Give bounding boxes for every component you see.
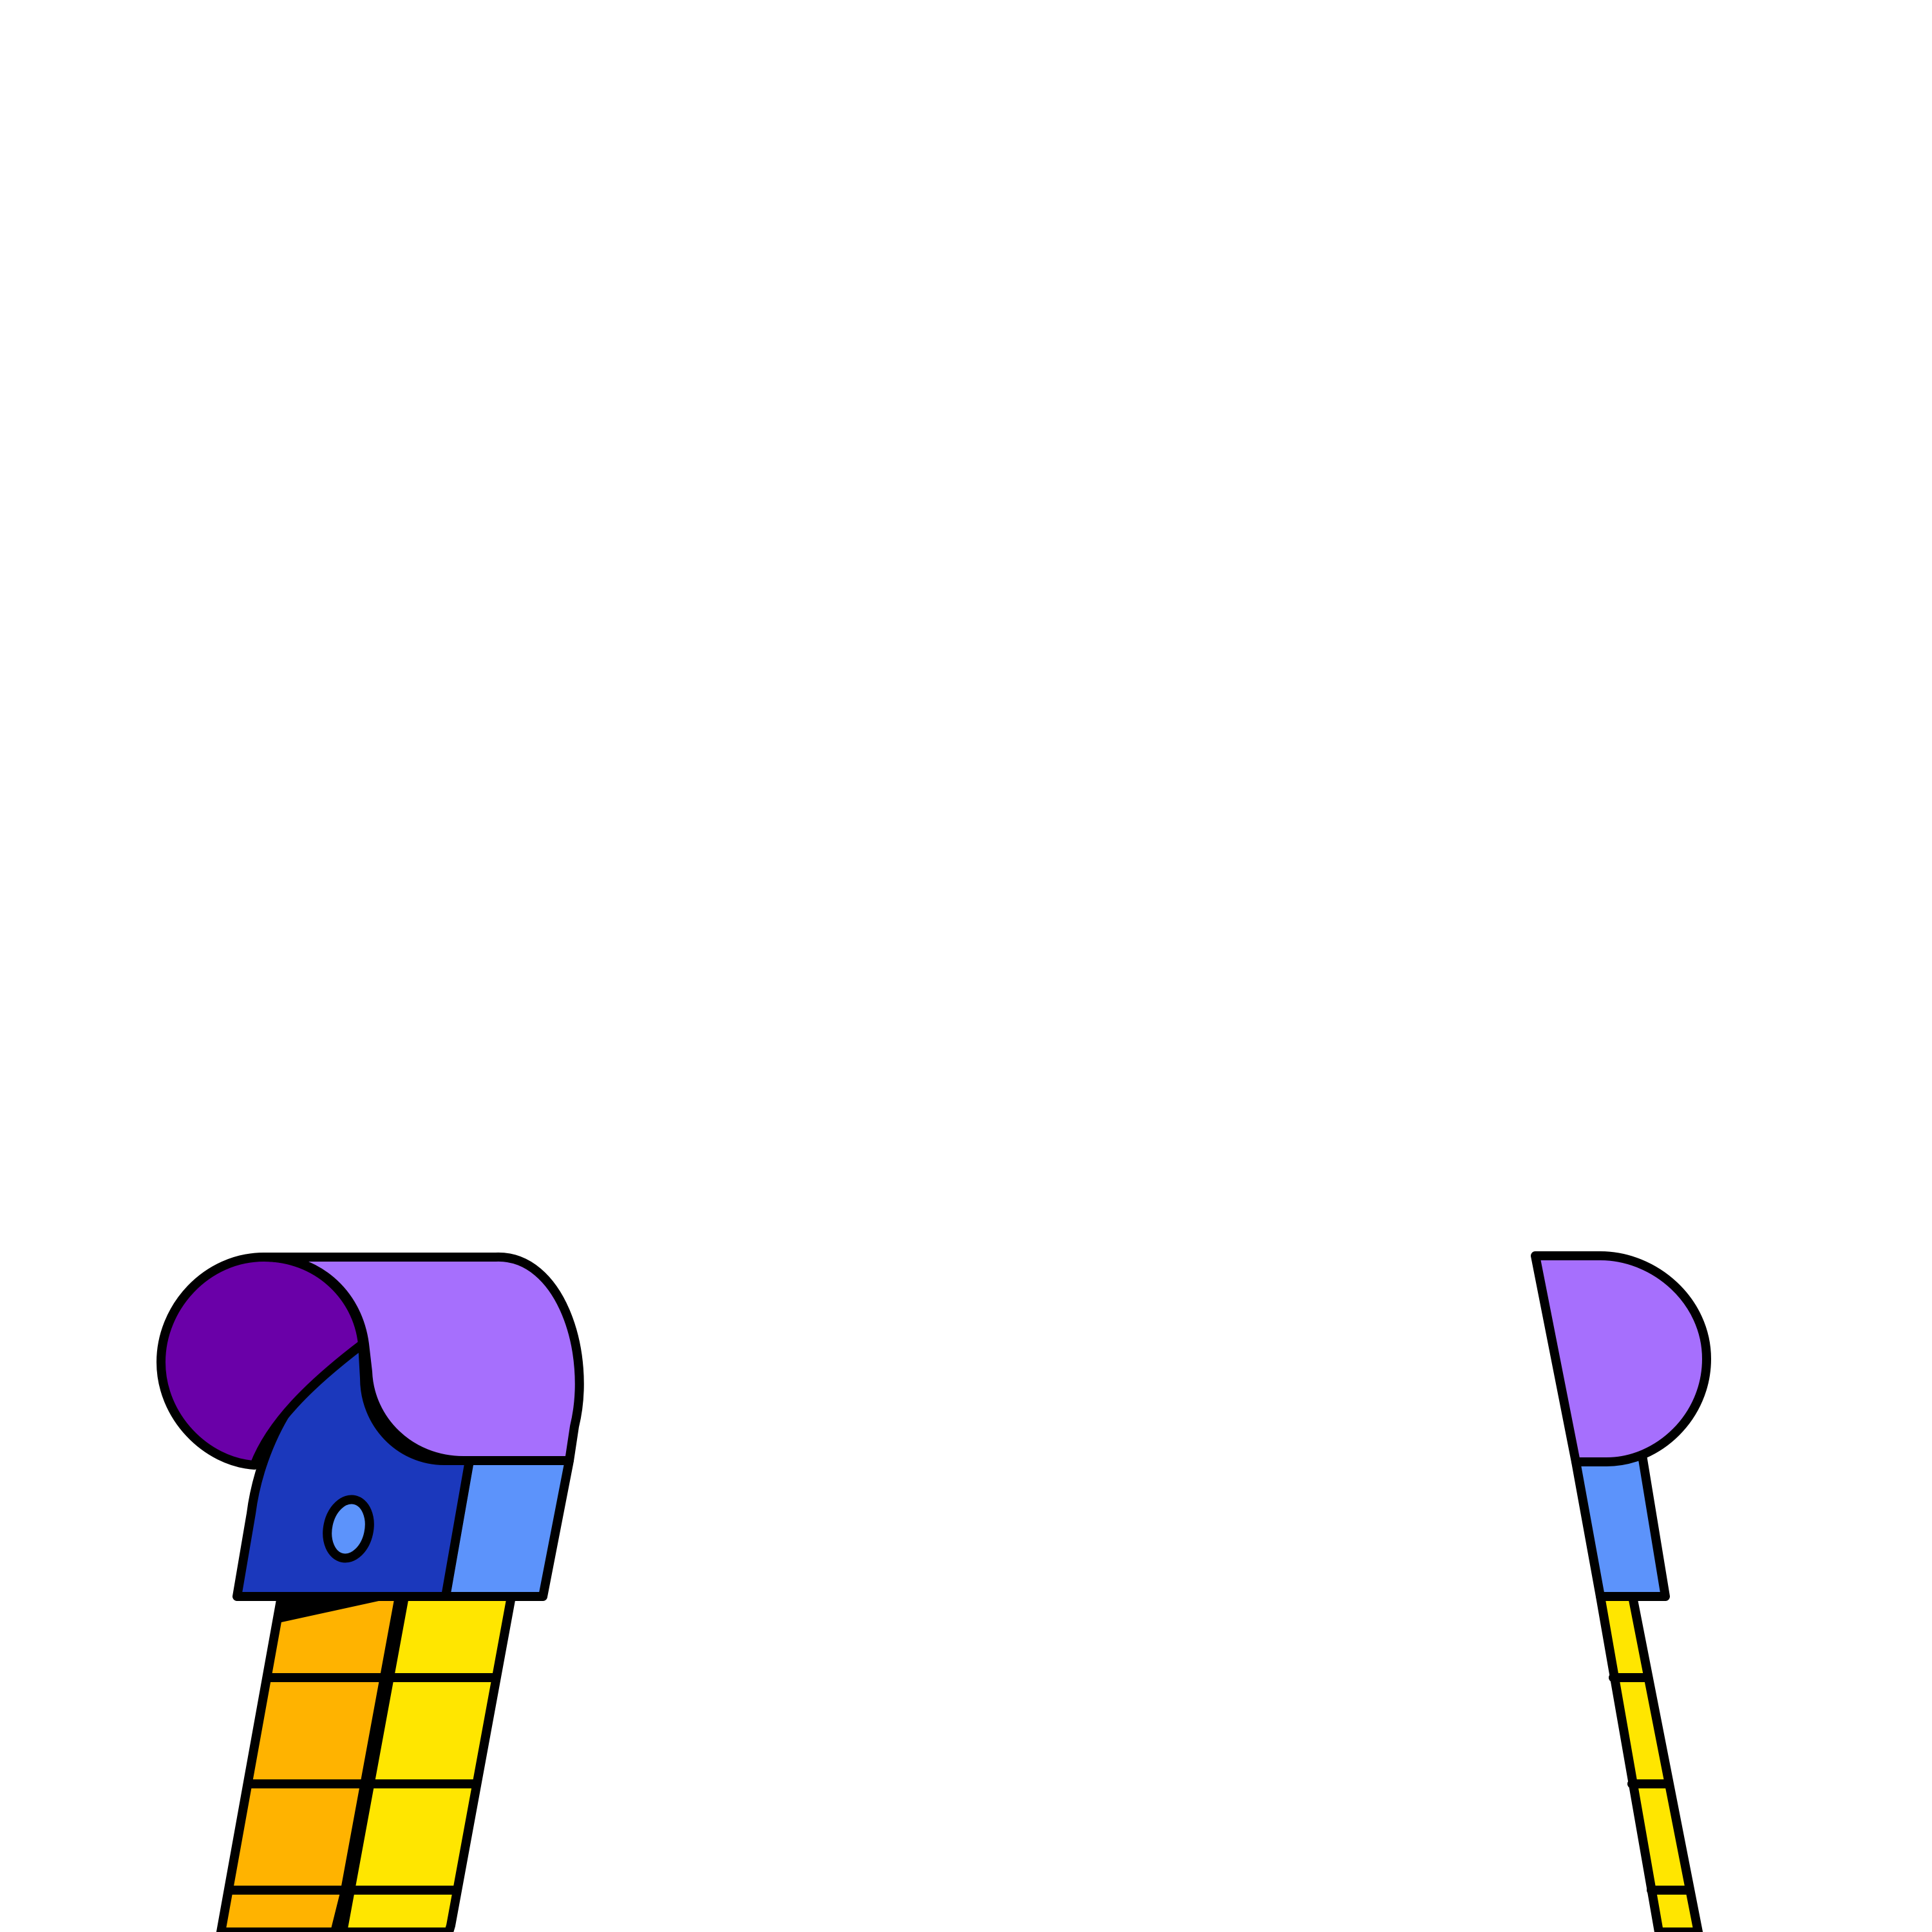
left-cap-porthole bbox=[323, 1495, 374, 1563]
right-stack-yellow-column bbox=[1596, 1592, 1703, 1932]
right-chimney bbox=[1531, 1251, 1711, 1932]
left-dark-sphere-shadow bbox=[254, 1372, 322, 1465]
left-hood bbox=[260, 1252, 584, 1465]
left-chimney bbox=[156, 1252, 584, 1932]
right-stack bbox=[1596, 1592, 1703, 1932]
right-hood bbox=[1531, 1251, 1711, 1466]
left-stack bbox=[216, 1592, 516, 1932]
right-cap-light-panel bbox=[1571, 1451, 1670, 1601]
left-stack-shadow bbox=[281, 1596, 399, 1622]
